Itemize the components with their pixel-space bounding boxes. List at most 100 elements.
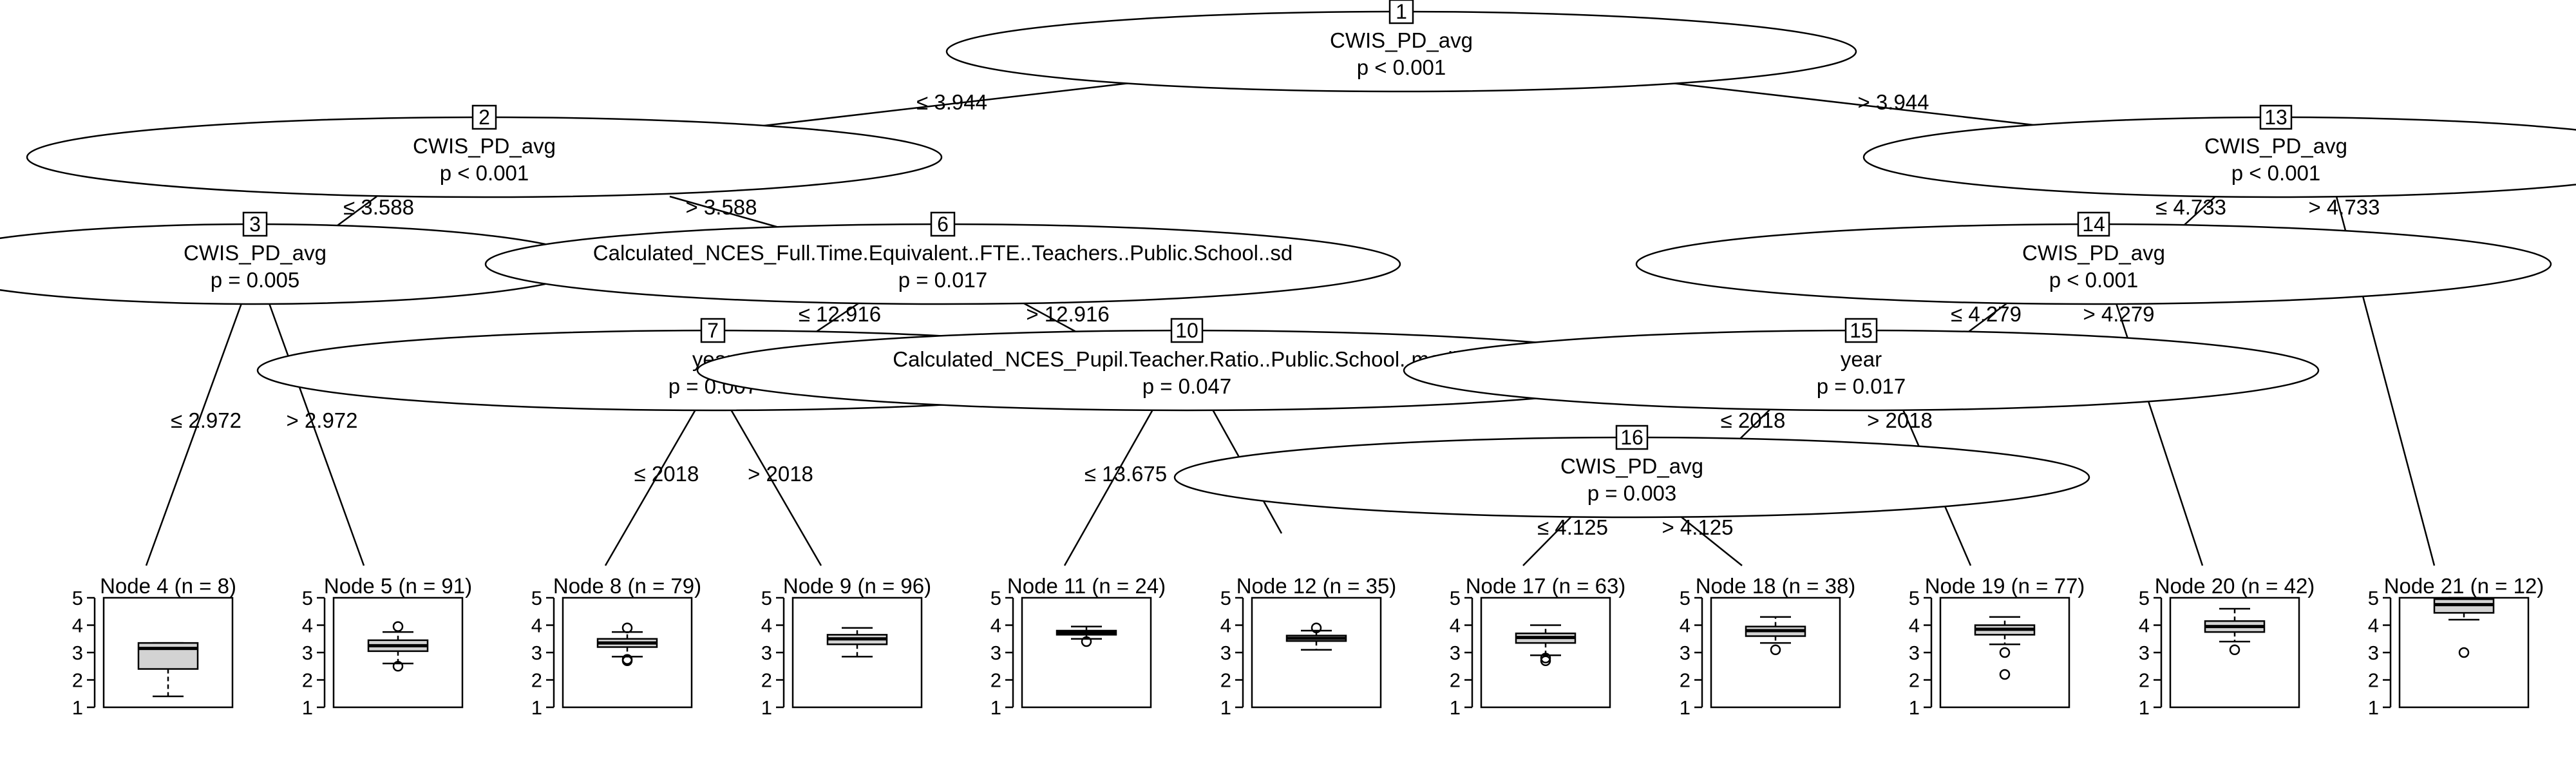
edge-label-1-2: ≤ 3.944 — [916, 90, 987, 114]
edge-2-6 — [669, 195, 786, 231]
outlier-point — [2458, 647, 2470, 658]
node-p-value: p = 0.047 — [1142, 374, 1232, 398]
plot-frame — [1021, 596, 1152, 709]
edge-6-10 — [1023, 302, 1083, 336]
outlier-point — [1770, 644, 1781, 655]
y-tick-label: 4 — [990, 615, 1001, 637]
y-tick-label: 5 — [1680, 587, 1690, 609]
outlier-point — [621, 622, 633, 633]
edge-label-6-10: > 12.916 — [1026, 302, 1109, 326]
node-id: 1 — [1396, 0, 1407, 23]
y-tick-label: 2 — [1909, 669, 1920, 692]
edge-label-16-18: > 4.125 — [1662, 515, 1733, 539]
y-tick-label: 2 — [1680, 669, 1690, 692]
y-tick-label: 1 — [302, 696, 313, 719]
edge-1-13 — [1665, 81, 2045, 128]
edge-label-3-4: ≤ 2.972 — [171, 408, 242, 432]
node-p-value: p < 0.001 — [2049, 268, 2139, 292]
node-id-box — [242, 211, 268, 237]
terminal-title: Node 17 (n = 63) — [1466, 574, 1626, 598]
y-tick-label: 1 — [1680, 696, 1690, 719]
y-tick-label: 5 — [2139, 587, 2150, 609]
y-tick-label: 1 — [531, 696, 542, 719]
node-p-value: p < 0.001 — [1357, 55, 1446, 79]
terminal-node-21: Node 21 (n = 12) 1 2 3 4 5 — [2368, 574, 2544, 719]
node-id: 7 — [707, 319, 719, 342]
y-tick-label: 2 — [1220, 669, 1231, 692]
terminal-title: Node 8 (n = 79) — [553, 574, 701, 598]
outlier-point — [392, 621, 404, 632]
edge-label-13-14: ≤ 4.733 — [2155, 195, 2226, 219]
outlier-point — [1311, 622, 1322, 633]
plot-frame — [1939, 596, 2070, 709]
y-tick-label: 4 — [761, 615, 772, 637]
edge-label-15-19: > 2018 — [1867, 408, 1933, 432]
edge-15-16 — [1738, 409, 1770, 441]
terminal-title: Node 4 (n = 8) — [100, 574, 236, 598]
outlier-point — [1999, 669, 2011, 680]
terminal-node-9: Node 9 (n = 96) 1 2 3 4 5 — [761, 574, 931, 719]
node-id-box — [2077, 211, 2110, 237]
node-id: 13 — [2264, 106, 2287, 129]
node-p-value: p < 0.001 — [2231, 161, 2321, 185]
terminal-node-12: Node 12 (n = 35) 1 2 3 4 5 — [1220, 574, 1397, 719]
node-split-variable: CWIS_PD_avg — [2204, 134, 2347, 158]
node-id: 16 — [1620, 426, 1643, 449]
y-tick-label: 4 — [1680, 615, 1690, 637]
edge-labels-layer: ≤ 3.944 > 3.944 ≤ 3.588 > 3.588 ≤ 2.972 > 2.9… — [171, 90, 2380, 539]
y-tick-label: 4 — [1450, 615, 1461, 637]
y-tick-label: 2 — [990, 669, 1001, 692]
node-id-box — [471, 104, 497, 130]
edge-label-14-20: > 4.279 — [2083, 302, 2154, 326]
edge-2-3 — [337, 195, 377, 227]
y-tick-label: 1 — [1220, 696, 1231, 719]
outlier-point — [2229, 644, 2240, 655]
edge-label-7-9: > 2018 — [748, 462, 813, 486]
y-tick-label: 5 — [1450, 587, 1461, 609]
y-tick-label: 5 — [302, 587, 313, 609]
terminal-title: Node 5 (n = 91) — [324, 574, 472, 598]
inner-node-10: 10 Calculated_NCES_Pupil.Teacher.Ratio..P… — [696, 318, 1678, 412]
edge-label-2-3: ≤ 3.588 — [343, 195, 414, 219]
node-id-box — [1170, 318, 1204, 343]
y-tick-label: 2 — [1450, 669, 1461, 692]
edge-16-18 — [1680, 516, 1743, 566]
plot-frame — [2169, 596, 2300, 709]
terminal-title: Node 21 (n = 12) — [2384, 574, 2544, 598]
plot-frame — [1710, 596, 1841, 709]
y-tick-label: 5 — [72, 587, 83, 609]
edge-1-2 — [758, 81, 1136, 128]
y-tick-label: 2 — [72, 669, 83, 692]
node-id: 15 — [1850, 319, 1873, 342]
terminal-title: Node 20 (n = 42) — [2155, 574, 2315, 598]
node-split-variable: CWIS_PD_avg — [1330, 28, 1473, 52]
y-tick-label: 3 — [302, 642, 313, 664]
y-tick-label: 5 — [990, 587, 1001, 609]
y-tick-label: 1 — [72, 696, 83, 719]
node-split-variable: year — [1841, 347, 1882, 371]
y-tick-label: 4 — [1909, 615, 1920, 637]
edge-3-5 — [268, 303, 365, 566]
edge-label-3-5: > 2.972 — [286, 408, 357, 432]
node-id-box — [1388, 0, 1414, 24]
edge-label-1-13: > 3.944 — [1857, 90, 1929, 114]
terminal-node-8: Node 8 (n = 79) 1 2 3 4 5 — [531, 574, 701, 719]
edge-16-17 — [1522, 516, 1572, 566]
node-p-value: p = 0.017 — [1817, 374, 1906, 398]
y-tick-label: 1 — [1909, 696, 1920, 719]
inner-node-6: 6 Calculated_NCES_Full.Time.Equivalent..F… — [484, 211, 1401, 305]
terminal-title: Node 12 (n = 35) — [1236, 574, 1397, 598]
node-id: 2 — [478, 106, 490, 129]
edge-7-9 — [730, 409, 822, 566]
y-tick-label: 2 — [302, 669, 313, 692]
terminal-node-4: Node 4 (n = 8) 1 2 3 4 5 — [72, 574, 236, 719]
node-p-value: p < 0.001 — [440, 161, 529, 185]
outlier-point — [392, 661, 404, 672]
node-id-box — [700, 318, 726, 343]
y-tick-label: 4 — [2368, 615, 2379, 637]
